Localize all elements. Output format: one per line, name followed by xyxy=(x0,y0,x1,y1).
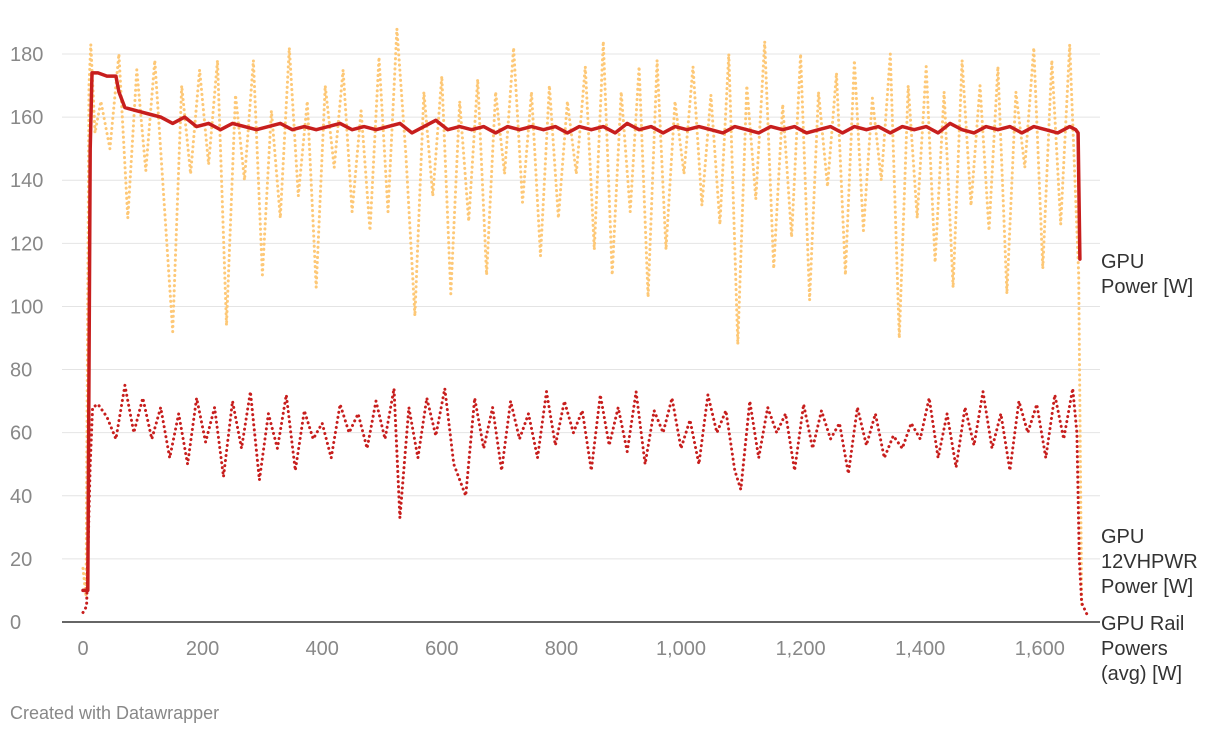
y-tick-label-20: 20 xyxy=(10,549,32,571)
x-tick-label-600: 600 xyxy=(425,638,458,660)
gridlines xyxy=(62,53,1100,560)
y-tick-label-0: 0 xyxy=(10,612,21,634)
x-axis-tick-labels: 0 200 400 600 800 1,000 1,200 1,400 1,600 xyxy=(77,638,1064,660)
series-lines xyxy=(81,27,1090,618)
series-line-0 xyxy=(81,27,1084,608)
y-tick-label-100: 100 xyxy=(10,296,43,318)
y-tick-label-60: 60 xyxy=(10,423,32,445)
x-tick-label-0: 0 xyxy=(77,638,88,660)
x-tick-label-800: 800 xyxy=(545,638,578,660)
y-tick-label-80: 80 xyxy=(10,360,32,382)
y-tick-label-120: 120 xyxy=(10,233,43,255)
series-label-1: GPU Power [W] xyxy=(1101,251,1193,298)
y-axis-tick-labels: 0 20 40 60 80 100 120 140 160 180 xyxy=(10,44,43,634)
x-tick-label-1000: 1,000 xyxy=(656,638,706,660)
series-label-2: GPU Rail Powers (avg) [W] xyxy=(1101,613,1184,685)
x-tick-label-1400: 1,400 xyxy=(895,638,945,660)
x-tick-label-1600: 1,600 xyxy=(1015,638,1065,660)
x-tick-label-200: 200 xyxy=(186,638,219,660)
series-line-1 xyxy=(81,71,1082,593)
series-line-2 xyxy=(81,383,1090,618)
line-chart: 0 20 40 60 80 100 120 140 160 180 0 200 400 600 800 1,… xyxy=(10,27,1198,685)
series-label-0: GPU 12VHPWR Power [W] xyxy=(1101,526,1198,598)
y-tick-label-140: 140 xyxy=(10,170,43,192)
y-tick-label-40: 40 xyxy=(10,486,32,508)
datawrapper-credit[interactable]: Created with Datawrapper xyxy=(10,703,220,723)
y-tick-label-160: 160 xyxy=(10,107,43,129)
x-tick-label-1200: 1,200 xyxy=(776,638,826,660)
y-tick-label-180: 180 xyxy=(10,44,43,66)
series-direct-labels: GPU 12VHPWR Power [W] GPU Power [W] GPU Rail P… xyxy=(1101,251,1198,685)
x-tick-label-400: 400 xyxy=(306,638,339,660)
